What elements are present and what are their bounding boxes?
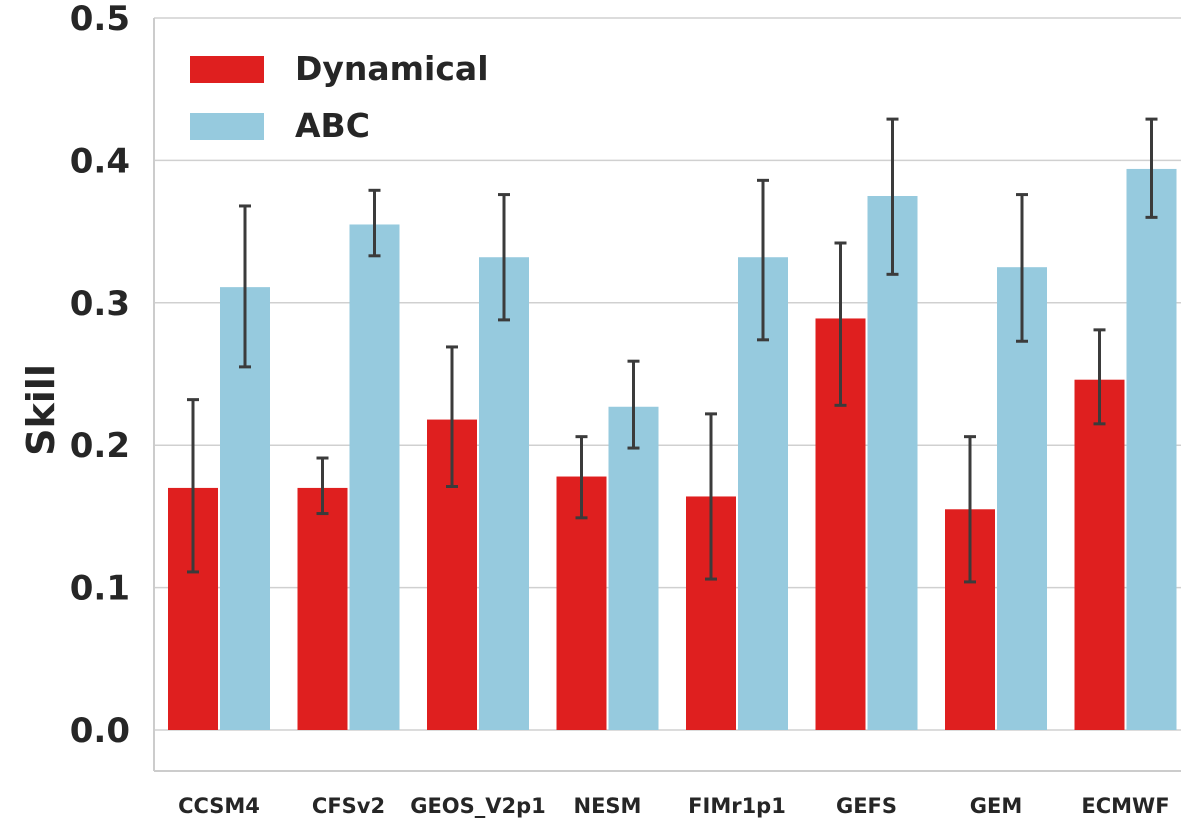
x-tick-label: FIMr1p1 [688, 794, 786, 818]
bar-dynamical-ecmwf [1074, 379, 1125, 730]
bars [168, 168, 1177, 731]
y-tick-label: 0.1 [70, 569, 130, 609]
x-tick-label: GEOS_V2p1 [410, 794, 546, 818]
y-tick-label: 0.2 [70, 426, 130, 466]
y-tick-label: 0.4 [70, 141, 130, 181]
x-tick-label: GEM [970, 794, 1022, 818]
x-tick-labels: CCSM4 CFSv2 GEOS_V2p1 NESM FIMr1p1 GEFS GEM ECM… [178, 794, 1170, 818]
x-tick-label: CFSv2 [312, 794, 385, 818]
bar-abc-geos_v2p1 [479, 257, 529, 730]
bar-abc-ecmwf [1126, 168, 1177, 731]
legend-label-abc: ABC [295, 106, 370, 145]
error-bars [187, 117, 1158, 584]
y-tick-label: 0.3 [70, 284, 130, 324]
x-tick-label: ECMWF [1081, 794, 1169, 818]
y-tick-label: 0.0 [70, 711, 130, 751]
y-tick-labels: 0.0 0.1 0.2 0.3 0.4 0.5 [70, 0, 130, 751]
y-tick-label: 0.5 [70, 0, 130, 39]
bar-abc-nesm [608, 406, 659, 730]
bar-abc-gefs [867, 196, 918, 730]
legend-label-dynamical: Dynamical [295, 49, 489, 88]
bar-abc-cfsv2 [349, 224, 400, 731]
bar-abc-gem [997, 267, 1047, 730]
legend: Dynamical ABC [190, 49, 489, 145]
x-tick-label: CCSM4 [178, 794, 260, 818]
bar-dynamical-cfsv2 [297, 487, 348, 730]
legend-swatch-abc [190, 113, 264, 140]
x-tick-label: GEFS [836, 794, 897, 818]
y-axis-label: Skill [19, 364, 63, 456]
x-tick-label: NESM [574, 794, 642, 818]
legend-swatch-dynamical [190, 56, 264, 83]
